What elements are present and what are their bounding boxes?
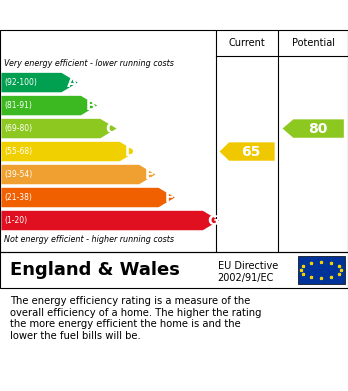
Text: D: D [125,145,136,158]
Text: (39-54): (39-54) [4,170,32,179]
Text: (21-38): (21-38) [4,193,32,202]
Text: A: A [67,75,77,90]
Text: (69-80): (69-80) [4,124,32,133]
Text: (92-100): (92-100) [4,78,37,87]
Text: Very energy efficient - lower running costs: Very energy efficient - lower running co… [4,59,174,68]
Text: (81-91): (81-91) [4,101,32,110]
Polygon shape [283,119,344,138]
Polygon shape [1,96,97,115]
Text: Energy Efficiency Rating: Energy Efficiency Rating [10,7,221,23]
Text: EU Directive: EU Directive [218,262,278,271]
Text: 80: 80 [308,122,327,136]
Bar [298,256,345,284]
Text: (1-20): (1-20) [4,216,27,225]
Polygon shape [1,119,117,138]
Text: G: G [208,213,219,228]
Text: Not energy efficient - higher running costs: Not energy efficient - higher running co… [4,235,174,244]
Polygon shape [220,142,275,161]
Text: 65: 65 [242,145,261,158]
Text: 2002/91/EC: 2002/91/EC [218,273,274,283]
Polygon shape [1,73,78,92]
Text: E: E [145,167,155,181]
Text: England & Wales: England & Wales [10,261,180,279]
Text: Current: Current [229,38,266,48]
Polygon shape [1,211,219,230]
Polygon shape [1,142,136,161]
Text: F: F [164,190,174,204]
Text: C: C [106,122,116,136]
Text: B: B [86,99,97,113]
Polygon shape [1,165,156,184]
Text: (55-68): (55-68) [4,147,32,156]
Text: Potential: Potential [292,38,335,48]
Polygon shape [1,188,175,207]
Text: The energy efficiency rating is a measure of the
overall efficiency of a home. T: The energy efficiency rating is a measur… [10,296,262,341]
